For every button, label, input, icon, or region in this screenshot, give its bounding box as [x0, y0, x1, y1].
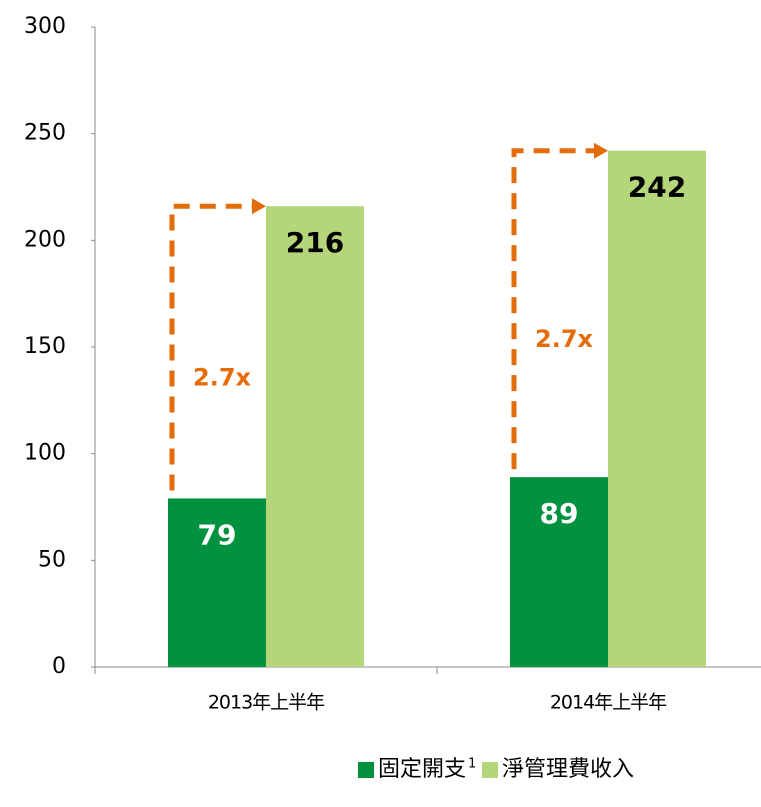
annotation-arrow: [511, 148, 596, 470]
arrow-head: [594, 142, 608, 159]
bar: [168, 498, 266, 667]
y-tick-label: 200: [24, 227, 66, 252]
bar: [608, 150, 706, 667]
y-tick-label: 0: [52, 654, 66, 679]
x-tick-label: 2013年上半年: [208, 692, 325, 714]
data-label: 242: [628, 171, 686, 204]
legend-label: 固定開支: [378, 757, 466, 782]
annotation-arrow: [169, 203, 254, 491]
y-tick-label: 300: [24, 14, 66, 39]
bar: [510, 477, 608, 667]
legend-swatch: [482, 762, 498, 778]
y-tick-label: 150: [24, 334, 66, 359]
data-label: 79: [198, 518, 237, 551]
y-tick-label: 100: [24, 441, 66, 466]
bar: [266, 206, 364, 667]
annotation: 2.7x: [535, 325, 594, 353]
data-label: 89: [540, 497, 579, 530]
y-tick-label: 250: [24, 121, 66, 146]
annotation: 2.7x: [193, 363, 252, 391]
legend-swatch: [358, 762, 374, 778]
arrow-head: [252, 198, 266, 215]
y-tick-label: 50: [38, 547, 66, 572]
legend-label: 淨管理費收入: [502, 757, 634, 782]
legend-footnote: 1: [468, 757, 476, 772]
data-label: 216: [286, 226, 344, 259]
x-tick-label: 2014年上半年: [550, 692, 667, 714]
